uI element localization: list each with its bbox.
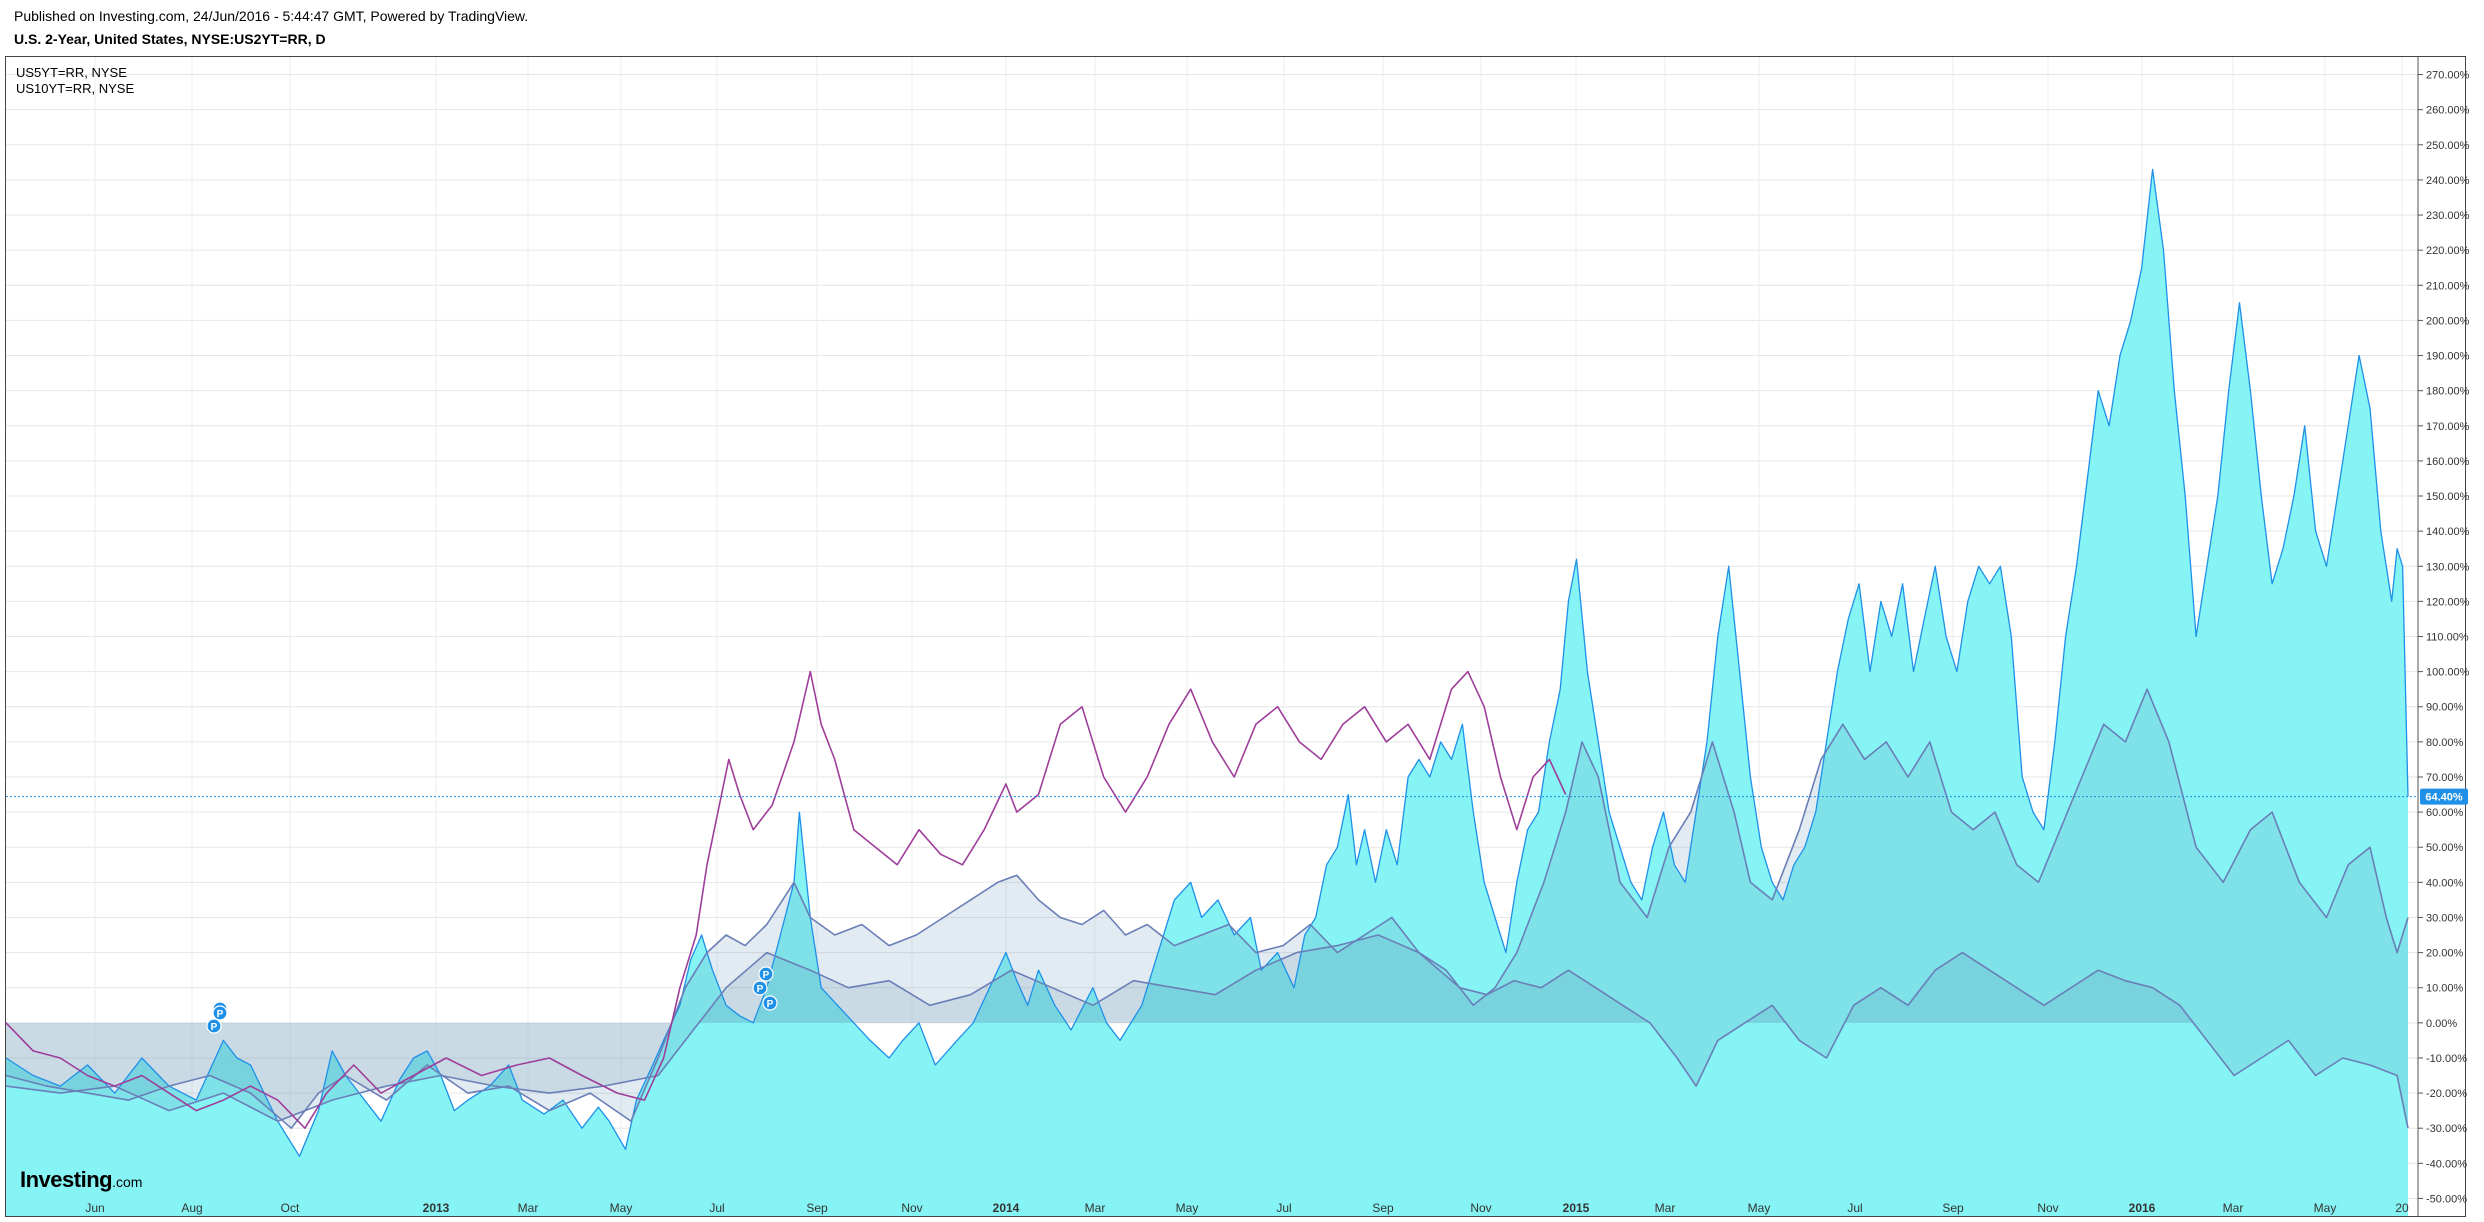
y-tick-label: 70.00% <box>2426 772 2464 784</box>
y-tick-label: 0.00% <box>2426 1018 2457 1030</box>
x-tick-label: Sep <box>1372 1201 1394 1215</box>
y-tick-label: 110.00% <box>2426 632 2469 644</box>
event-marker-label: P <box>217 1009 224 1020</box>
x-tick-label: Aug <box>181 1201 202 1215</box>
event-markers[interactable]: PPPPPP <box>206 966 778 1034</box>
x-tick-label: Mar <box>1085 1201 1106 1215</box>
y-tick-label: 160.00% <box>2426 456 2470 468</box>
y-tick-label: 180.00% <box>2426 386 2470 398</box>
last-value-layer: 64.40% <box>6 788 2468 805</box>
y-tick-label: 130.00% <box>2426 561 2470 573</box>
y-tick-label: 120.00% <box>2426 596 2470 608</box>
event-marker[interactable]: P <box>752 980 768 996</box>
y-tick-label: 150.00% <box>2426 491 2470 503</box>
last-value-label: 64.40% <box>2425 792 2463 804</box>
y-tick-label: 200.00% <box>2426 315 2470 327</box>
y-tick-label: 80.00% <box>2426 737 2464 749</box>
y-tick-label: -20.00% <box>2426 1088 2467 1100</box>
event-marker-dot[interactable] <box>752 980 768 996</box>
y-tick-label: 30.00% <box>2426 912 2464 924</box>
y-tick-label: 170.00% <box>2426 421 2470 433</box>
y-tick-label: 230.00% <box>2426 210 2470 222</box>
event-marker[interactable]: P <box>758 966 774 982</box>
y-tick-label: 250.00% <box>2426 140 2470 152</box>
series-line-3 <box>5 670 1567 1129</box>
x-tick-label: May <box>2314 1201 2337 1215</box>
last-value-badge <box>2420 788 2468 805</box>
series-line-layer <box>5 168 2409 1157</box>
y-tick-label: 50.00% <box>2426 842 2464 854</box>
logo-sub-text: .com <box>112 1174 143 1190</box>
investing-logo: Investing.com <box>20 1167 142 1193</box>
x-tick-label: 2016 <box>2129 1201 2156 1215</box>
event-marker-label: P <box>763 970 770 981</box>
x-tick-label: Nov <box>1470 1201 1491 1215</box>
x-tick-label: Nov <box>901 1201 922 1215</box>
series-line-2 <box>5 934 2409 1129</box>
event-marker[interactable]: P <box>206 1018 222 1034</box>
y-tick-label: 220.00% <box>2426 245 2470 257</box>
series-line-0 <box>5 168 2409 1157</box>
x-tick-label: Oct <box>281 1201 300 1215</box>
x-tick-label: Jul <box>1276 1201 1291 1215</box>
y-axis: -50.00% -40.00% -30.00% -20.00% -10.00% 0.00%… <box>2417 57 2470 1216</box>
event-marker[interactable]: P <box>212 1005 228 1021</box>
y-tick-label: 190.00% <box>2426 351 2470 363</box>
x-tick-label: 2013 <box>423 1201 450 1215</box>
series-line-1 <box>5 688 2409 1129</box>
series-overlay-2 <box>6 935 2408 1129</box>
y-tick-label: 270.00% <box>2426 70 2470 82</box>
event-marker-label: P <box>767 999 774 1010</box>
event-marker-dot[interactable] <box>758 966 774 982</box>
y-tick-label: 210.00% <box>2426 280 2470 292</box>
y-tick-label: 260.00% <box>2426 105 2470 117</box>
x-tick-label: 2014 <box>993 1201 1020 1215</box>
x-tick-label: Jun <box>85 1201 104 1215</box>
x-tick-label: 20 <box>2395 1201 2409 1215</box>
x-axis: Jun Aug Oct 2013 Mar May Jul Sep Nov 2014 Mar May Ju… <box>85 1201 2409 1215</box>
event-marker-dot[interactable] <box>206 1018 222 1034</box>
y-tick-label: 240.00% <box>2426 175 2470 187</box>
series-area-2yr <box>6 169 2408 1216</box>
y-tick-label: 100.00% <box>2426 667 2470 679</box>
x-tick-label: 2015 <box>1563 1201 1590 1215</box>
x-tick-label: Jul <box>709 1201 724 1215</box>
y-tick-label: 40.00% <box>2426 877 2464 889</box>
event-marker-label: P <box>757 984 764 995</box>
y-tick-label: -40.00% <box>2426 1158 2467 1170</box>
x-tick-label: Jul <box>1847 1201 1862 1215</box>
series-overlay-1 <box>6 689 2408 1129</box>
y-tick-label: -50.00% <box>2426 1193 2467 1205</box>
y-tick-label: -30.00% <box>2426 1123 2467 1135</box>
x-tick-label: Mar <box>518 1201 539 1215</box>
chart-frame <box>5 56 2466 1217</box>
x-tick-label: May <box>1176 1201 1199 1215</box>
x-tick-label: Mar <box>1655 1201 1676 1215</box>
y-tick-label: 60.00% <box>2426 807 2464 819</box>
event-marker-label: P <box>211 1022 218 1033</box>
event-marker-dot[interactable] <box>762 995 778 1011</box>
x-tick-label: May <box>610 1201 633 1215</box>
x-tick-label: May <box>1748 1201 1771 1215</box>
series-area-layer <box>6 169 2408 1216</box>
x-tick-label: Sep <box>806 1201 828 1215</box>
x-tick-label: Nov <box>2037 1201 2058 1215</box>
logo-main-text: Investing <box>20 1167 113 1192</box>
legend-item-us10yt[interactable]: US10YT=RR, NYSE <box>16 81 135 96</box>
y-tick-label: 10.00% <box>2426 983 2464 995</box>
event-marker[interactable]: P <box>762 995 778 1011</box>
y-tick-label: -10.00% <box>2426 1053 2467 1065</box>
x-tick-label: Sep <box>1942 1201 1964 1215</box>
legend-item-us5yt[interactable]: US5YT=RR, NYSE <box>16 65 127 80</box>
event-marker-dot[interactable] <box>212 1005 228 1021</box>
y-tick-label: 20.00% <box>2426 948 2464 960</box>
chart-title: U.S. 2-Year, United States, NYSE:US2YT=R… <box>14 31 326 47</box>
y-tick-label: 140.00% <box>2426 526 2470 538</box>
x-tick-label: Mar <box>2223 1201 2244 1215</box>
published-note: Published on Investing.com, 24/Jun/2016 … <box>14 8 529 24</box>
y-tick-label: 90.00% <box>2426 702 2464 714</box>
